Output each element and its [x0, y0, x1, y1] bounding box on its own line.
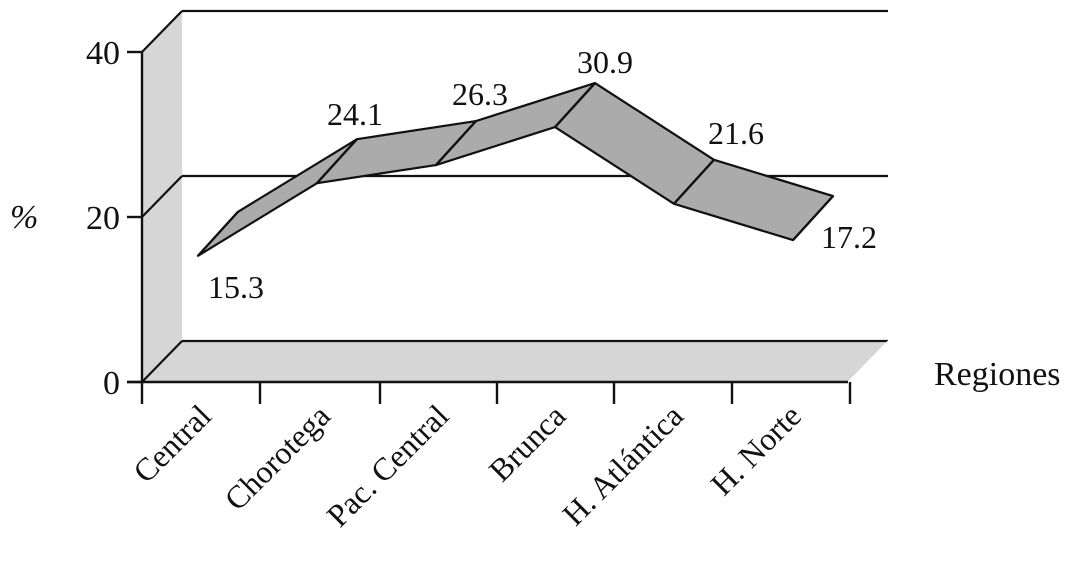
data-label: 26.3	[452, 76, 508, 112]
data-label: 17.2	[821, 219, 877, 255]
category-label: Central	[126, 397, 218, 489]
data-point	[792, 195, 834, 241]
data-label: 30.9	[577, 44, 633, 80]
data-point	[673, 159, 715, 205]
ribbon-segment	[196, 138, 359, 257]
category-label: Brunca	[482, 397, 573, 488]
category-label: Chorotega	[217, 397, 337, 517]
data-label: 15.3	[208, 269, 264, 305]
data-label: 21.6	[708, 115, 764, 151]
data-point	[316, 138, 358, 184]
category-label: H. Norte	[703, 397, 808, 502]
x-axis-title: Regiones	[934, 356, 1061, 393]
y-tick-label: 20	[86, 200, 120, 237]
line-series-ribbon	[196, 81, 835, 257]
y-tick-label: 40	[86, 35, 120, 72]
category-label: H. Atlántica	[555, 397, 690, 532]
floor	[142, 341, 888, 382]
data-point	[197, 211, 239, 257]
data-label: 24.1	[327, 96, 383, 132]
data-point	[554, 82, 596, 128]
category-label: Pac. Central	[319, 397, 455, 533]
floor-edge	[847, 340, 889, 383]
y-axis-title: %	[10, 199, 38, 236]
gridline	[141, 9, 888, 53]
y-tick-label: 0	[103, 365, 120, 402]
axes	[127, 50, 852, 404]
gridline	[141, 339, 888, 383]
data-point	[435, 120, 477, 166]
